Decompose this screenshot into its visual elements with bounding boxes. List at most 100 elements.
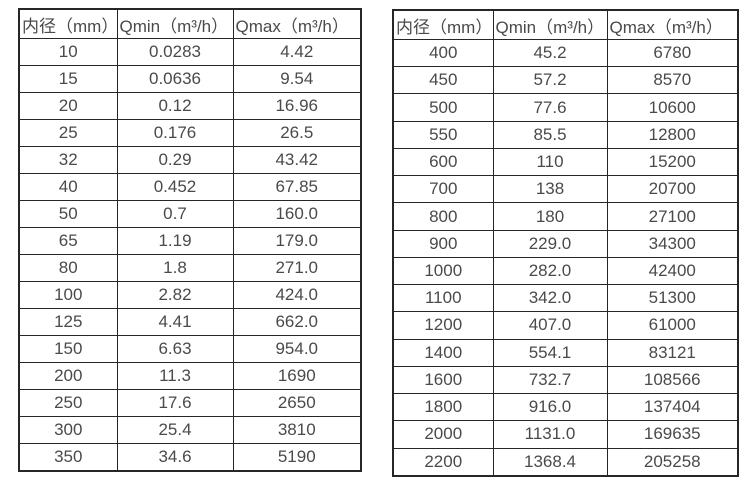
table-row: 100 2.82 424.0 bbox=[18, 280, 362, 309]
column-header-qmax: Qmax（m³/h） bbox=[606, 9, 739, 40]
table-cell: 8570 bbox=[606, 66, 739, 95]
table-cell: 34300 bbox=[606, 229, 739, 258]
table-cell: 271.0 bbox=[232, 253, 362, 282]
table-cell: 1.19 bbox=[116, 226, 234, 255]
table-row: 250 17.6 2650 bbox=[18, 388, 362, 417]
table-cell: 5190 bbox=[232, 442, 362, 472]
table-cell: 180 bbox=[492, 202, 608, 231]
column-header-qmin: Qmin（m³/h） bbox=[492, 9, 608, 40]
table-cell: 137404 bbox=[606, 393, 739, 422]
table-cell: 1368.4 bbox=[492, 447, 608, 477]
table-cell: 732.7 bbox=[492, 365, 608, 395]
table-cell: 138 bbox=[492, 175, 608, 204]
table-cell: 916.0 bbox=[492, 393, 608, 422]
table-cell: 1100 bbox=[392, 284, 494, 313]
table-cell: 282.0 bbox=[492, 256, 608, 286]
table-cell: 1600 bbox=[392, 365, 494, 395]
table-cell: 26.5 bbox=[232, 118, 362, 147]
table-cell: 700 bbox=[392, 175, 494, 204]
table-row: 32 0.29 43.42 bbox=[18, 145, 362, 174]
table-row: 2000 1131.0 169635 bbox=[392, 420, 739, 449]
table-cell: 15200 bbox=[606, 147, 739, 177]
table-cell: 0.452 bbox=[116, 172, 234, 201]
table-cell: 32 bbox=[18, 145, 118, 174]
table-row: 200 11.3 1690 bbox=[18, 361, 362, 390]
table-cell: 407.0 bbox=[492, 311, 608, 340]
table-cell: 179.0 bbox=[232, 226, 362, 255]
table-cell: 2.82 bbox=[116, 280, 234, 309]
table-cell: 600 bbox=[392, 147, 494, 177]
table-cell: 954.0 bbox=[232, 334, 362, 363]
table-cell: 1690 bbox=[232, 361, 362, 390]
flow-table-large-diameters: 内径（mm） Qmin（m³/h） Qmax（m³/h） 400 45.2 6780… bbox=[392, 9, 739, 477]
table-row: 800 180 27100 bbox=[392, 202, 739, 231]
table-row: 20 0.12 16.96 bbox=[18, 91, 362, 120]
table-row: 65 1.19 179.0 bbox=[18, 226, 362, 255]
table-cell: 2000 bbox=[392, 420, 494, 449]
table-cell: 110 bbox=[492, 147, 608, 177]
table-cell: 20700 bbox=[606, 175, 739, 204]
column-header-qmax: Qmax（m³/h） bbox=[232, 8, 362, 39]
table-cell: 550 bbox=[392, 120, 494, 149]
table-cell: 229.0 bbox=[492, 229, 608, 258]
table-cell: 169635 bbox=[606, 420, 739, 449]
table-cell: 424.0 bbox=[232, 280, 362, 309]
table-row: 450 57.2 8570 bbox=[392, 66, 739, 95]
table-row: 700 138 20700 bbox=[392, 175, 739, 204]
table-row: 50 0.7 160.0 bbox=[18, 199, 362, 228]
table-cell: 4.42 bbox=[232, 38, 362, 66]
table-row: 25 0.176 26.5 bbox=[18, 118, 362, 147]
table-cell: 350 bbox=[18, 442, 118, 472]
table-cell: 85.5 bbox=[492, 120, 608, 149]
table-cell: 4.41 bbox=[116, 307, 234, 336]
table-cell: 20 bbox=[18, 91, 118, 120]
table-row: 10 0.0283 4.42 bbox=[18, 38, 362, 66]
table-cell: 17.6 bbox=[116, 388, 234, 417]
table-cell: 25 bbox=[18, 118, 118, 147]
flow-table-small-diameters: 内径（mm） Qmin（m³/h） Qmax（m³/h） 10 0.0283 4.4… bbox=[18, 8, 362, 472]
column-header-inner-diameter: 内径（mm） bbox=[392, 9, 494, 40]
table-cell: 0.7 bbox=[116, 199, 234, 228]
table-cell: 300 bbox=[18, 415, 118, 444]
table-cell: 450 bbox=[392, 66, 494, 95]
table-cell: 0.29 bbox=[116, 145, 234, 174]
table-cell: 342.0 bbox=[492, 284, 608, 313]
table-row: 500 77.6 10600 bbox=[392, 93, 739, 122]
table-row: 1600 732.7 108566 bbox=[392, 365, 739, 395]
table-row: 1200 407.0 61000 bbox=[392, 311, 739, 340]
table-cell: 16.96 bbox=[232, 91, 362, 120]
table-row: 350 34.6 5190 bbox=[18, 442, 362, 472]
table-cell: 45.2 bbox=[492, 38, 608, 68]
table-cell: 200 bbox=[18, 361, 118, 390]
table-cell: 6780 bbox=[606, 38, 739, 68]
table-cell: 900 bbox=[392, 229, 494, 258]
table-cell: 77.6 bbox=[492, 93, 608, 122]
table-cell: 12800 bbox=[606, 120, 739, 149]
table-cell: 1000 bbox=[392, 256, 494, 286]
table-cell: 0.0636 bbox=[116, 64, 234, 93]
table-cell: 160.0 bbox=[232, 199, 362, 228]
table-cell: 42400 bbox=[606, 256, 739, 286]
table-row: 300 25.4 3810 bbox=[18, 415, 362, 444]
table-cell: 83121 bbox=[606, 338, 739, 367]
table-cell: 100 bbox=[18, 280, 118, 309]
table-cell: 6.63 bbox=[116, 334, 234, 363]
table-cell: 1800 bbox=[392, 393, 494, 422]
table-cell: 500 bbox=[392, 93, 494, 122]
table-cell: 0.12 bbox=[116, 91, 234, 120]
table-header-row: 内径（mm） Qmin（m³/h） Qmax（m³/h） bbox=[392, 9, 739, 40]
table-row: 1000 282.0 42400 bbox=[392, 256, 739, 286]
table-row: 400 45.2 6780 bbox=[392, 38, 739, 68]
table-header-row: 内径（mm） Qmin（m³/h） Qmax（m³/h） bbox=[18, 8, 362, 39]
table-cell: 800 bbox=[392, 202, 494, 231]
table-row: 40 0.452 67.85 bbox=[18, 172, 362, 201]
table-cell: 205258 bbox=[606, 447, 739, 477]
table-row: 550 85.5 12800 bbox=[392, 120, 739, 149]
table-row: 1800 916.0 137404 bbox=[392, 393, 739, 422]
table-cell: 0.176 bbox=[116, 118, 234, 147]
table-cell: 0.0283 bbox=[116, 38, 234, 66]
table-cell: 11.3 bbox=[116, 361, 234, 390]
column-header-qmin: Qmin（m³/h） bbox=[116, 8, 234, 39]
table-cell: 9.54 bbox=[232, 64, 362, 93]
